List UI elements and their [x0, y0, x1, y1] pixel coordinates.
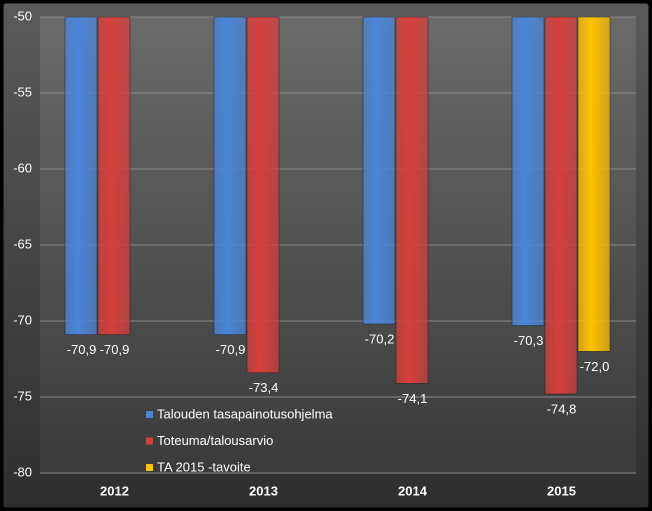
y-tick-label: -70: [13, 312, 32, 327]
value-label: -73,4: [249, 380, 279, 395]
bar: [64, 16, 98, 335]
value-label: -72,0: [580, 359, 610, 374]
y-tick-label: -65: [13, 236, 32, 251]
x-tick-label: 2013: [249, 483, 278, 498]
bar: [544, 16, 578, 395]
legend-swatch: [146, 411, 153, 418]
y-tick-label: -50: [13, 8, 32, 23]
x-tick-label: 2012: [100, 483, 129, 498]
value-label: -74,8: [547, 401, 577, 416]
y-tick-label: -55: [13, 84, 32, 99]
x-tick-label: 2015: [547, 483, 576, 498]
x-tick-label: 2014: [398, 483, 428, 498]
legend-swatch: [146, 464, 153, 471]
value-label: -70,9: [216, 342, 246, 357]
bar: [362, 16, 396, 325]
value-label: -74,1: [398, 391, 428, 406]
y-tick-label: -60: [13, 160, 32, 175]
bar: [246, 16, 280, 373]
bar: [395, 16, 429, 384]
bar: [213, 16, 247, 335]
legend-label: Toteuma/talousarvio: [157, 433, 273, 448]
value-label: -70,9: [100, 342, 130, 357]
legend-label: Talouden tasapainotusohjelma: [157, 406, 333, 421]
value-label: -70,2: [365, 331, 395, 346]
bar: [577, 16, 611, 352]
legend-swatch: [146, 437, 153, 445]
value-label: -70,9: [67, 342, 97, 357]
legend-label: TA 2015 -tavoite: [157, 459, 251, 474]
bar: [511, 16, 545, 326]
y-tick-label: -80: [13, 464, 32, 479]
bar: [97, 16, 131, 335]
value-label: -70,3: [514, 333, 544, 348]
y-tick-label: -75: [13, 388, 32, 403]
